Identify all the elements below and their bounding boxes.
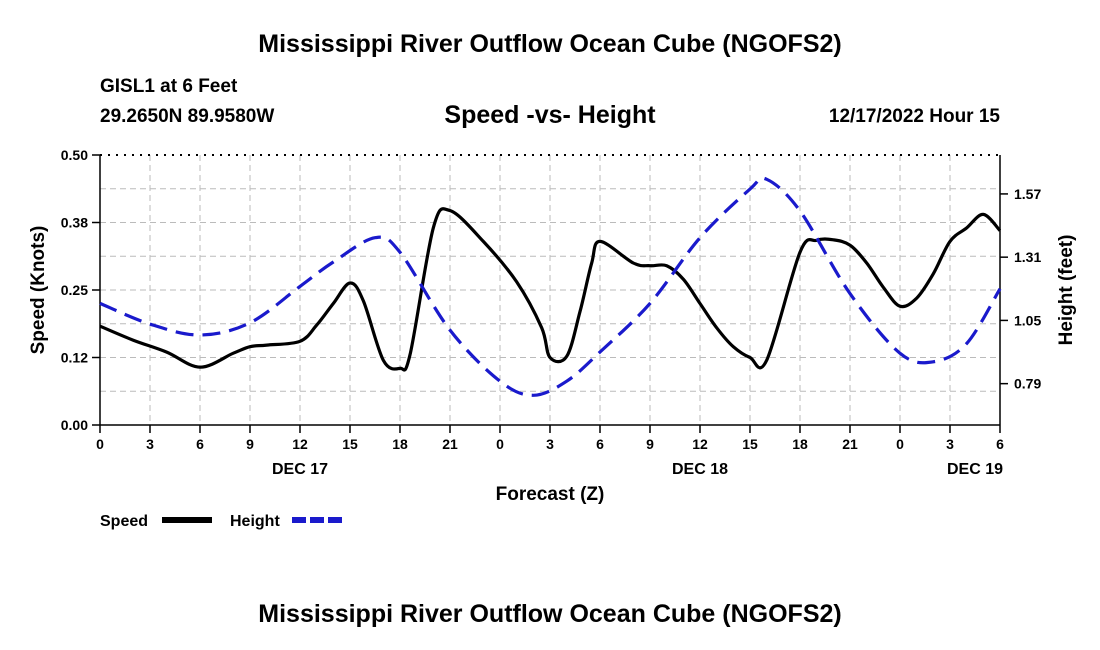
x-tick-label: 0 xyxy=(896,436,904,452)
legend-speed-label: Speed xyxy=(100,513,148,530)
y2-tick-label: 1.57 xyxy=(1014,186,1041,202)
speed-height-chart: 0.00 0.12 0.25 0.38 0.50 0.79 1.05 1.31 1.57 0 3 6 9… xyxy=(28,147,1077,530)
x-tick-label: 18 xyxy=(392,436,408,452)
chart-title: Speed -vs- Height xyxy=(444,101,656,129)
speed-series-line xyxy=(99,207,1002,372)
x-tick-label: 6 xyxy=(996,436,1004,452)
date-label: DEC 19 xyxy=(947,461,1003,478)
x-tick-label: 0 xyxy=(96,436,104,452)
x-tick-label: 6 xyxy=(196,436,204,452)
x-tick-label: 21 xyxy=(842,436,858,452)
x-tick-label: 3 xyxy=(946,436,954,452)
y2-tick-label: 1.05 xyxy=(1014,312,1041,328)
date-label: DEC 18 xyxy=(672,461,728,478)
x-tick-label: 15 xyxy=(342,436,358,452)
date-label: DEC 17 xyxy=(272,461,328,478)
x-tick-label: 0 xyxy=(496,436,504,452)
y-tick-label: 0.12 xyxy=(61,350,88,366)
y-tick-label: 0.38 xyxy=(61,215,88,231)
x-tick-label: 15 xyxy=(742,436,758,452)
y2-tick-label: 0.79 xyxy=(1014,376,1041,392)
x-tick-label: 6 xyxy=(596,436,604,452)
station-label: GISL1 at 6 Feet xyxy=(100,76,238,97)
y-tick-label: 0.25 xyxy=(61,282,88,298)
x-tick-label: 3 xyxy=(546,436,554,452)
x-tick-label: 3 xyxy=(146,436,154,452)
y-axis-title: Speed (Knots) xyxy=(28,226,49,355)
forecast-datetime: 12/17/2022 Hour 15 xyxy=(828,106,1000,127)
station-coordinates: 29.2650N 89.9580W xyxy=(100,106,275,127)
x-tick-label: 9 xyxy=(246,436,254,452)
x-tick-label: 21 xyxy=(442,436,458,452)
y2-axis-title: Height (feet) xyxy=(1056,235,1077,346)
legend-height-label: Height xyxy=(230,513,280,530)
y2-tick-label: 1.31 xyxy=(1014,249,1041,265)
x-tick-label: 18 xyxy=(792,436,808,452)
bottom-title: Mississippi River Outflow Ocean Cube (NG… xyxy=(258,600,842,628)
main-title: Mississippi River Outflow Ocean Cube (NG… xyxy=(258,30,842,58)
y-tick-label: 0.50 xyxy=(61,147,88,163)
x-tick-label: 9 xyxy=(646,436,654,452)
y-tick-label: 0.00 xyxy=(61,417,88,433)
height-series-line xyxy=(99,176,1002,397)
x-tick-label: 12 xyxy=(292,436,308,452)
x-tick-label: 12 xyxy=(692,436,708,452)
x-axis-title: Forecast (Z) xyxy=(496,484,605,505)
